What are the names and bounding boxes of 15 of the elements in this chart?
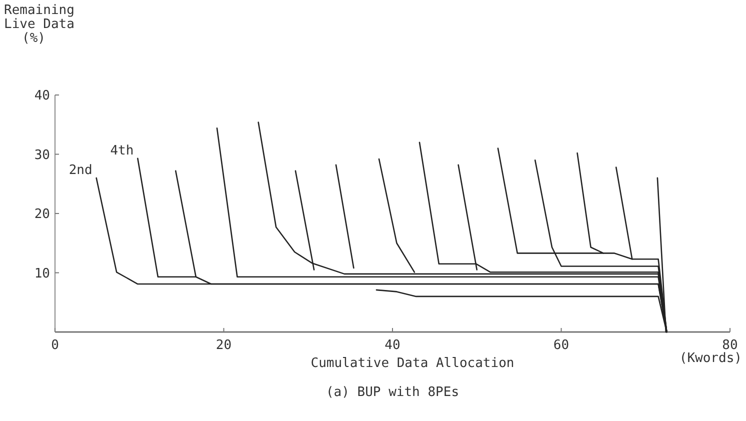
y-axis-title: Remaining Live Data (%) [4,3,74,46]
annotation: 2nd [68,162,92,178]
x-tick-label: 0 [51,338,59,353]
y-tick-label: 30 [34,148,50,163]
x-axis-title: Cumulative Data Allocation [310,356,514,371]
x-tick-label: 60 [553,338,570,353]
x-tick-label: 20 [216,338,232,353]
text: (a) BUP with 8PEs [326,385,460,400]
text: (Kwords) [679,351,742,366]
x-tick-label: 80 [722,338,738,353]
y-tick-label: 40 [34,88,50,104]
y-tick-label: 20 [34,207,50,222]
y-tick-label: 10 [34,266,50,282]
annotation: 4th [110,143,134,158]
x-tick-label: 40 [384,338,400,353]
